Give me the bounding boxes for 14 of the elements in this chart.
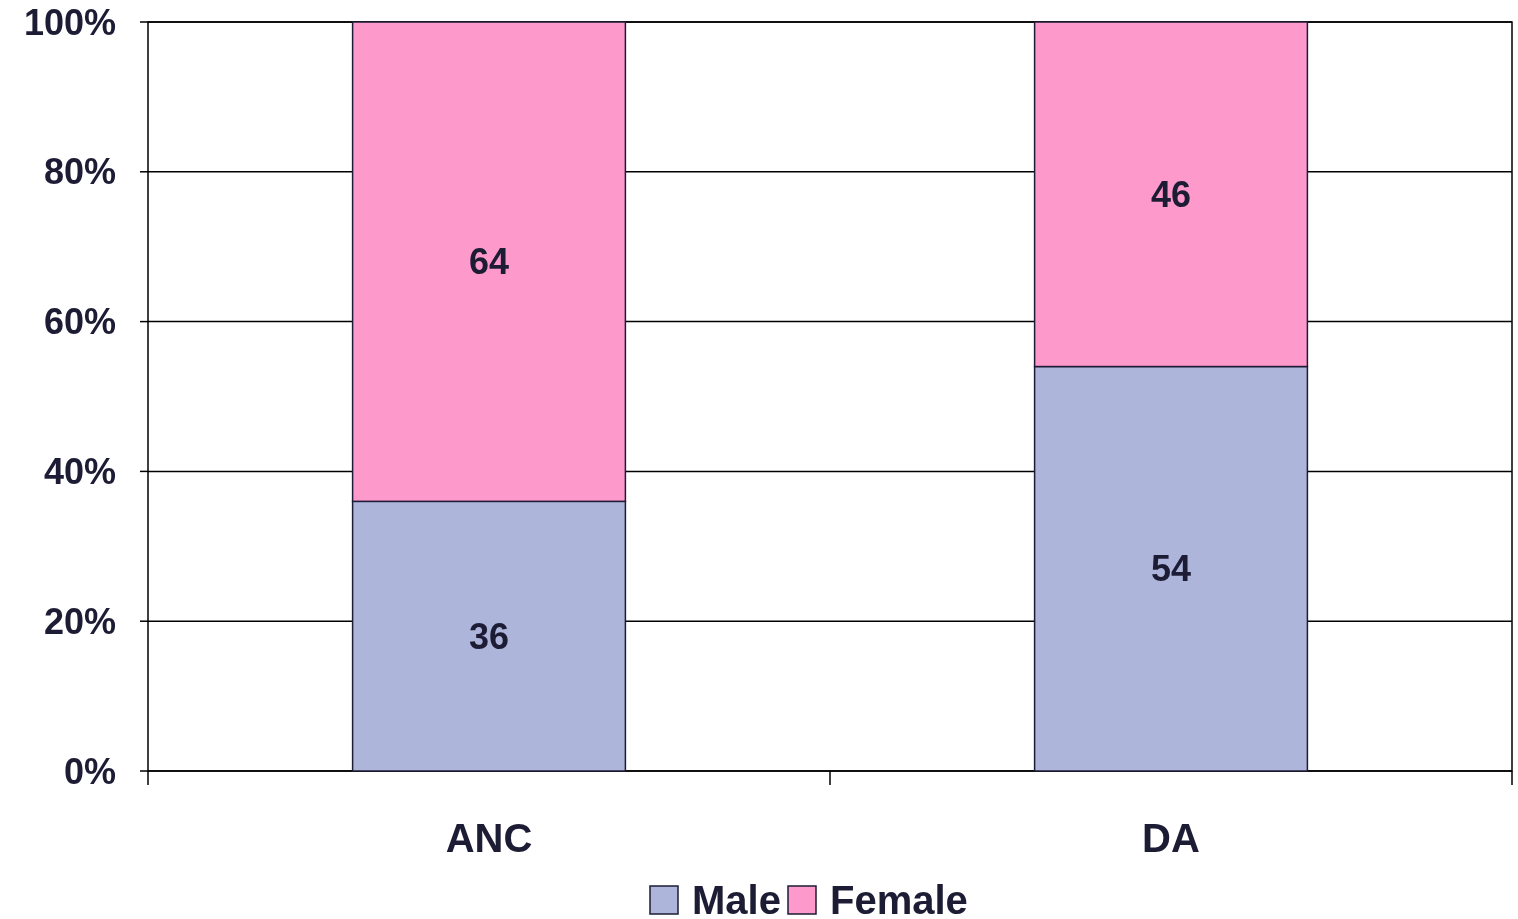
legend-label: Female xyxy=(830,878,968,919)
data-label: 36 xyxy=(468,615,510,657)
data-label: 46 xyxy=(1150,173,1192,215)
x-tick-label: DA xyxy=(1142,816,1200,860)
y-tick-label: 60% xyxy=(43,301,116,343)
legend-label: Male xyxy=(692,878,781,919)
y-tick-label: 100% xyxy=(23,1,116,43)
data-label: 64 xyxy=(468,241,510,283)
y-tick-label: 20% xyxy=(43,600,116,642)
y-tick-label: 40% xyxy=(43,450,116,492)
x-tick-label: ANC xyxy=(445,816,533,860)
y-tick-label: 0% xyxy=(63,750,116,792)
data-label: 54 xyxy=(1150,548,1192,590)
y-tick-label: 80% xyxy=(43,151,116,193)
